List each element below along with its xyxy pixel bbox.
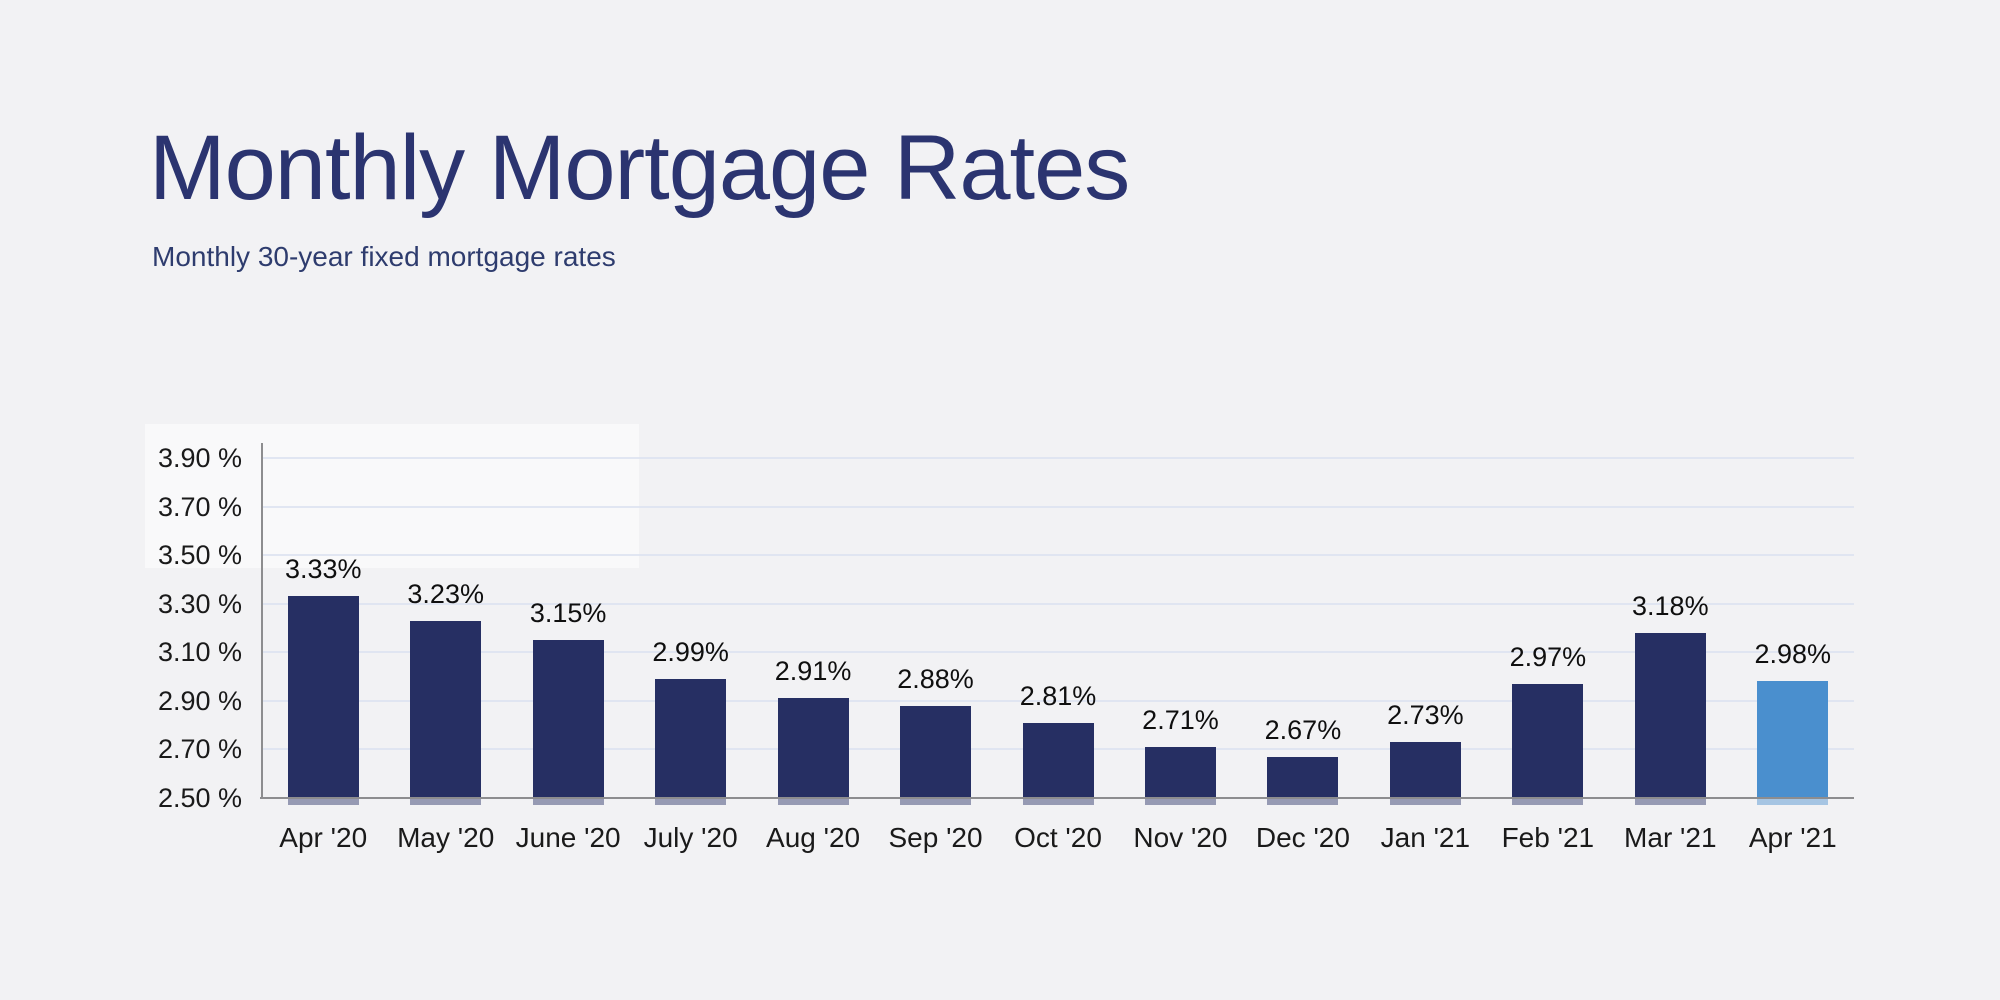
x-tick-label: Apr '20 xyxy=(279,822,368,853)
bar xyxy=(1022,722,1094,806)
x-tick-label: May '20 xyxy=(397,822,495,853)
y-axis xyxy=(261,443,263,798)
x-tick-label: June '20 xyxy=(515,822,621,853)
y-tick-label: 3.70 % xyxy=(157,491,242,522)
gridline xyxy=(262,602,1854,605)
x-tick-label: Apr '21 xyxy=(1748,822,1837,853)
gridline xyxy=(262,699,1854,702)
bar-value-label: 2.91% xyxy=(774,656,852,687)
x-tick-label: Nov '20 xyxy=(1133,822,1228,853)
y-tick-label: 3.30 % xyxy=(157,588,242,619)
x-tick-label: Mar '21 xyxy=(1624,822,1717,853)
x-tick-label: July '20 xyxy=(643,822,738,853)
highlight-overlay xyxy=(145,424,639,568)
bar xyxy=(1512,683,1584,806)
x-tick-label: Jan '21 xyxy=(1380,822,1471,853)
gridline xyxy=(262,554,1854,557)
bar xyxy=(1267,756,1339,806)
bar-value-label: 2.98% xyxy=(1754,639,1832,670)
bar xyxy=(287,596,359,805)
bar xyxy=(410,620,482,806)
y-tick-label: 2.70 % xyxy=(157,734,242,765)
bar xyxy=(1757,681,1829,805)
bar-value-label: 3.15% xyxy=(529,598,607,629)
bar xyxy=(1634,632,1706,806)
bar xyxy=(532,640,604,805)
x-axis xyxy=(260,797,1854,799)
bar xyxy=(1144,747,1216,805)
y-tick-label: 3.10 % xyxy=(157,637,242,668)
x-tick-label: Feb '21 xyxy=(1501,822,1595,853)
bar-value-label: 2.97% xyxy=(1509,641,1587,672)
y-tick-label: 2.90 % xyxy=(157,685,242,716)
y-tick-label: 3.50 % xyxy=(157,540,242,571)
y-tick-label: 3.90 % xyxy=(157,443,242,473)
bar-value-label: 2.88% xyxy=(897,663,974,694)
bar-value-label: 2.71% xyxy=(1142,705,1219,735)
bar-value-label: 2.81% xyxy=(1019,680,1097,711)
x-tick-label: Sep '20 xyxy=(888,822,983,853)
chart-title: Monthly Mortgage Rates xyxy=(149,117,1130,219)
gridline xyxy=(262,457,1854,459)
gridline xyxy=(262,505,1854,508)
x-tick-label: Aug '20 xyxy=(766,822,861,853)
bar-value-label: 3.18% xyxy=(1632,590,1709,621)
x-tick-label: Oct '20 xyxy=(1014,822,1102,853)
x-tick-label: Dec '20 xyxy=(1255,822,1350,853)
bar xyxy=(777,698,849,805)
bar-value-label: 3.33% xyxy=(284,554,362,585)
y-tick-label: 2.50 % xyxy=(157,783,242,813)
bar-value-label: 2.73% xyxy=(1387,700,1464,731)
bar xyxy=(1389,742,1461,805)
bar-value-label: 3.23% xyxy=(407,578,484,609)
bar xyxy=(900,705,972,806)
chart-subtitle: Monthly 30-year fixed mortgage rates xyxy=(152,241,616,272)
bar xyxy=(655,679,727,805)
bar-value-label: 2.67% xyxy=(1264,714,1342,745)
gridline xyxy=(262,651,1854,654)
bar-value-label: 2.99% xyxy=(652,637,729,667)
